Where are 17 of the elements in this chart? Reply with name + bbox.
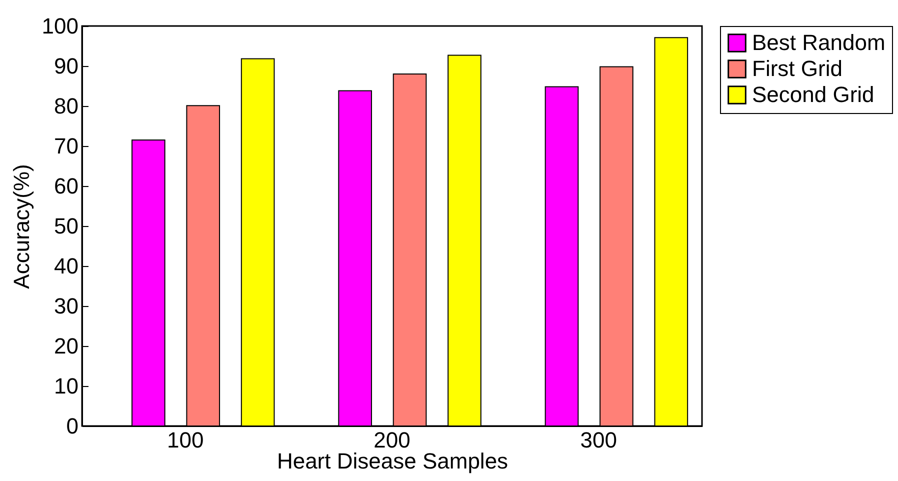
y-tick-label: 30 (54, 294, 78, 318)
y-tick-label: 80 (54, 94, 78, 118)
y-tick-label: 70 (54, 134, 78, 158)
legend-label: Second Grid (752, 82, 874, 107)
y-tick-label: 20 (54, 334, 78, 358)
y-tick-label: 10 (54, 374, 78, 398)
y-tick-label: 60 (54, 174, 78, 198)
y-tick-label: 0 (66, 414, 78, 438)
y-tick-label: 40 (54, 254, 78, 278)
y-tick-label: 100 (42, 14, 78, 38)
y-tick-label: 50 (54, 214, 78, 238)
x-tick-label: 100 (166, 428, 204, 452)
x-tick-label: 300 (580, 428, 618, 452)
legend-label: Best Random (752, 30, 886, 55)
y-axis-title: Accuracy(%) (8, 164, 34, 289)
y-tick-label: 90 (54, 54, 78, 78)
legend-label: First Grid (752, 56, 842, 81)
